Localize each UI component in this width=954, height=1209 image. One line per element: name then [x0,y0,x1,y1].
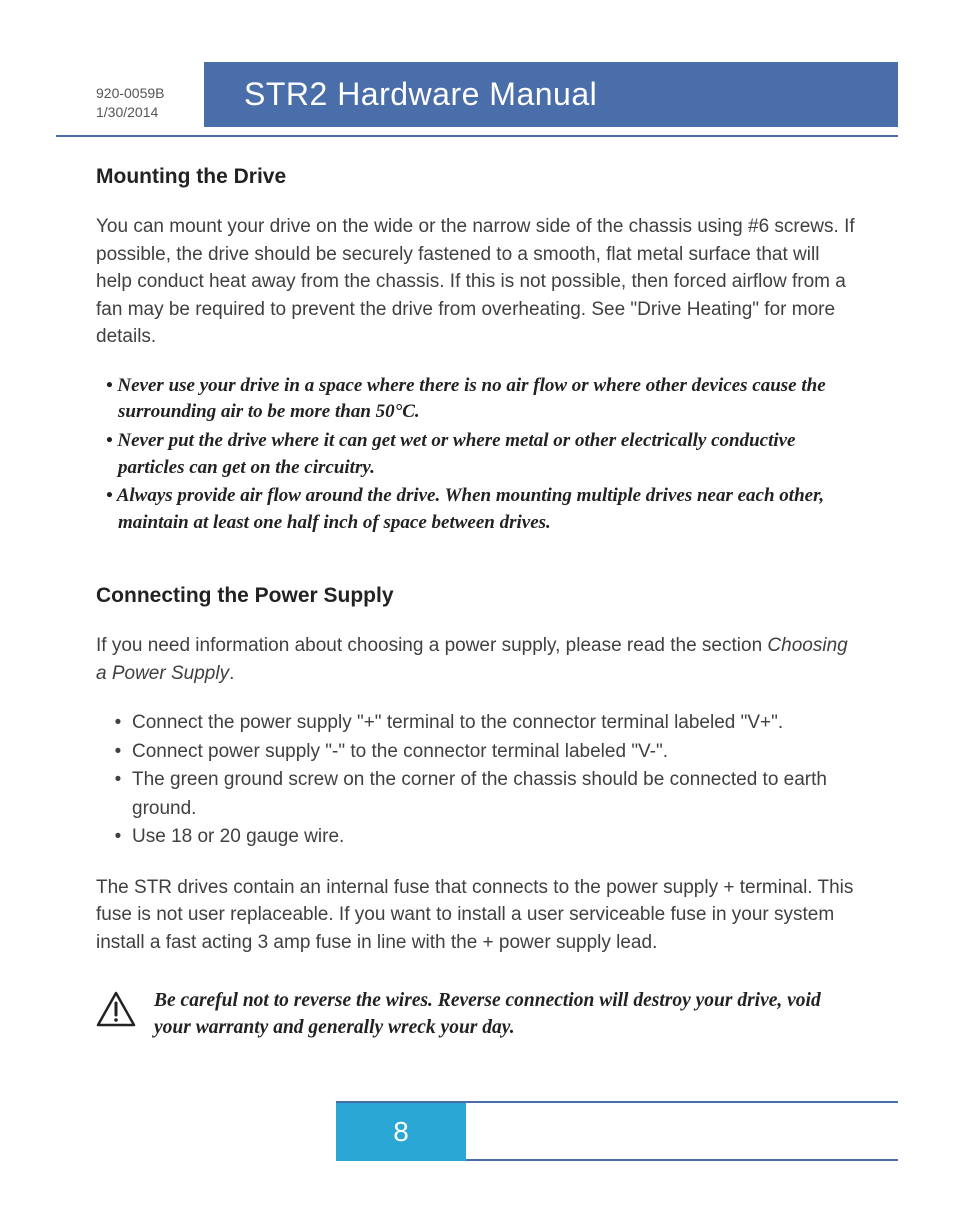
header-row: 920-0059B 1/30/2014 STR2 Hardware Manual [56,62,898,127]
mounting-warning-list: • Never use your drive in a space where … [96,373,858,537]
page-container: 920-0059B 1/30/2014 STR2 Hardware Manual… [0,0,954,1209]
power-bullet-list: • Connect the power supply "+" terminal … [96,709,858,852]
power-intro-post: . [229,663,234,684]
bullet-text: Use 18 or 20 gauge wire. [132,823,344,852]
manual-title: STR2 Hardware Manual [204,62,898,127]
warning-triangle-icon [96,991,136,1027]
bullet-icon: • [104,738,132,767]
footer-spacer [56,1103,336,1161]
power-intro-paragraph: If you need information about choosing a… [96,632,858,687]
warning-item: • Never use your drive in a space where … [96,373,858,426]
page-footer: 8 [56,1101,898,1161]
bullet-icon: • [104,766,132,823]
bullet-text: The green ground screw on the corner of … [132,766,858,823]
caution-text: Be careful not to reverse the wires. Rev… [154,987,858,1042]
section-heading-mounting: Mounting the Drive [96,165,858,189]
warning-item: • Always provide air flow around the dri… [96,483,858,536]
list-item: • Connect the power supply "+" terminal … [104,709,858,738]
doc-date: 1/30/2014 [96,103,204,122]
bullet-text: Connect the power supply "+" terminal to… [132,709,783,738]
content-area: Mounting the Drive You can mount your dr… [56,137,898,1041]
list-item: • Use 18 or 20 gauge wire. [104,823,858,852]
page-number: 8 [336,1103,466,1161]
doc-meta-block: 920-0059B 1/30/2014 [56,62,204,127]
section-heading-power: Connecting the Power Supply [96,584,858,608]
bullet-icon: • [104,709,132,738]
bullet-icon: • [104,823,132,852]
bullet-text: Connect power supply "-" to the connecto… [132,738,668,767]
list-item: • Connect power supply "-" to the connec… [104,738,858,767]
caution-block: Be careful not to reverse the wires. Rev… [96,987,858,1042]
footer-row: 8 [56,1103,898,1161]
fuse-paragraph: The STR drives contain an internal fuse … [96,874,858,957]
power-intro-pre: If you need information about choosing a… [96,635,767,656]
warning-item: • Never put the drive where it can get w… [96,428,858,481]
footer-rule-bottom [466,1103,898,1161]
list-item: • The green ground screw on the corner o… [104,766,858,823]
doc-number: 920-0059B [96,84,204,103]
mounting-paragraph: You can mount your drive on the wide or … [96,213,858,351]
